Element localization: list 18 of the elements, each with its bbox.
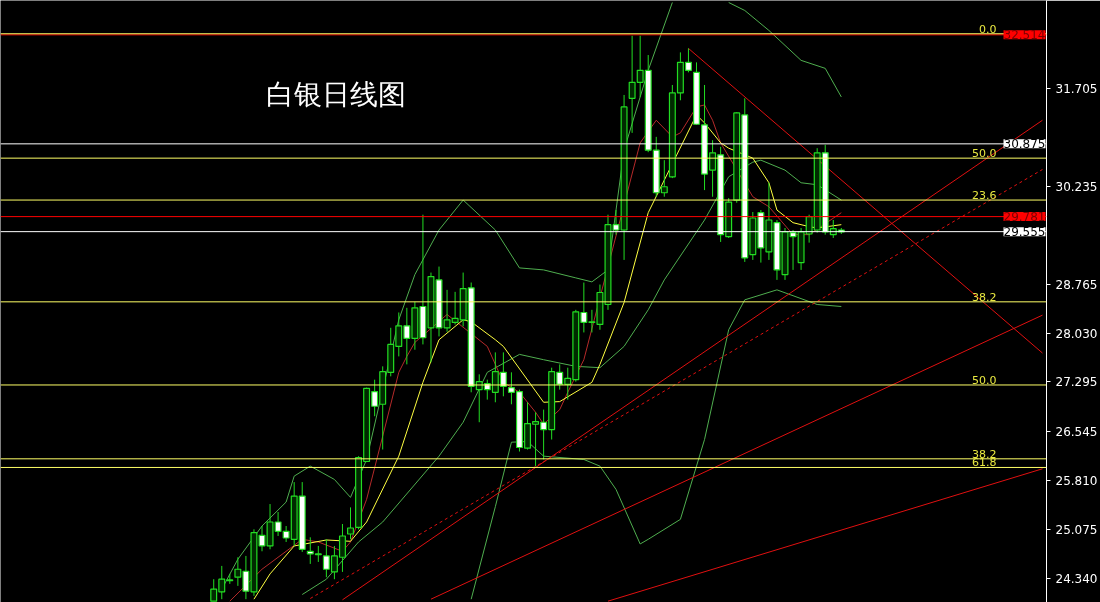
y-tick-label: 26.545 bbox=[1055, 425, 1098, 440]
annotation: 0.0 bbox=[979, 22, 997, 36]
y-tick-label: 25.075 bbox=[1055, 523, 1098, 538]
ref-line-label: 30.875 bbox=[1003, 137, 1046, 152]
y-tick-label: 27.295 bbox=[1055, 375, 1098, 390]
y-tick-label: 28.765 bbox=[1055, 277, 1098, 292]
annotation: 23.6 bbox=[972, 189, 997, 203]
y-tick-label: 24.340 bbox=[1055, 572, 1098, 587]
y-tick-label: 28.030 bbox=[1055, 326, 1098, 341]
ref-line-label: 29.555 bbox=[1003, 225, 1046, 240]
annotation: 50.0 bbox=[972, 147, 997, 161]
text: 白银日线图 bbox=[265, 77, 406, 111]
y-tick-label: 31.705 bbox=[1055, 82, 1098, 97]
ref-line-label: 32.514 bbox=[1003, 28, 1046, 43]
y-tick-label: 30.235 bbox=[1055, 179, 1098, 194]
annotation: 50.0 bbox=[972, 373, 997, 387]
ref-line-label: 29.781 bbox=[1003, 210, 1046, 225]
y-tick-label: 25.810 bbox=[1055, 474, 1098, 489]
